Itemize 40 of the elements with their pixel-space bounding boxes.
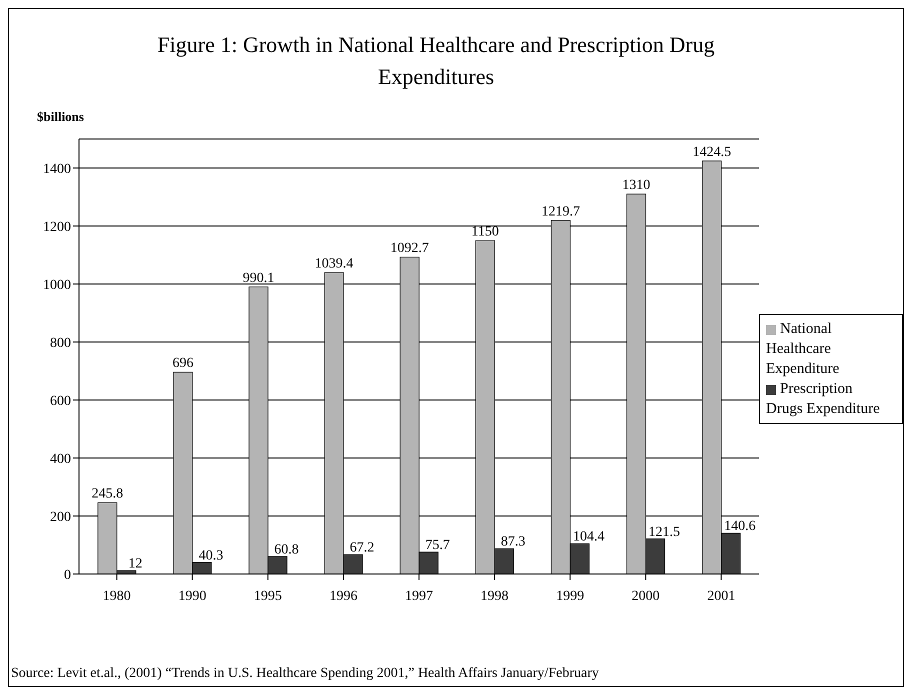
chart-title: Figure 1: Growth in National Healthcare and Prescription Drug Expenditures: [156, 31, 716, 91]
y-tick-label: 800: [50, 336, 71, 351]
data-label: 1092.7: [390, 241, 429, 256]
data-label: 140.6: [724, 519, 756, 534]
x-tick-label: 1997: [405, 588, 433, 604]
y-axis-title: $billions: [37, 109, 84, 125]
y-tick-label: 1400: [43, 162, 71, 177]
x-tick-label: 1990: [178, 588, 206, 604]
data-label: 87.3: [500, 534, 526, 550]
data-label: 60.8: [274, 542, 299, 558]
data-label: 1150: [471, 224, 499, 240]
data-label: 990.1: [242, 270, 274, 286]
data-label: 104.4: [572, 530, 604, 545]
data-label: 696: [172, 356, 194, 372]
x-tick-label: 1995: [254, 588, 282, 604]
data-label: 12: [128, 556, 142, 572]
data-label: 75.7: [425, 538, 450, 554]
x-tick-label: 1996: [329, 588, 358, 604]
legend-label: Prescription Drugs Expenditure: [766, 381, 880, 417]
data-label: 121.5: [648, 524, 680, 540]
y-tick-label: 1200: [43, 220, 71, 235]
source-note: Source: Levit et.al., (2001) “Trends in U.S. Healthcare Spending 2001,” Health Affairs January/February: [11, 666, 599, 682]
x-tick-label: 1980: [102, 588, 131, 604]
data-label: 1424.5: [692, 144, 732, 160]
y-tick-label: 400: [50, 452, 71, 467]
y-tick-label: 600: [50, 394, 71, 409]
data-label: 1219.7: [541, 204, 580, 220]
data-label: 67.2: [350, 540, 374, 556]
x-tick-label: 1999: [556, 588, 584, 604]
x-tick-label: 1998: [480, 588, 509, 604]
data-label: 40.3: [198, 548, 224, 564]
y-tick-label: 0: [64, 568, 71, 583]
y-tick-label: 200: [50, 510, 71, 525]
y-tick-label: 1000: [43, 278, 71, 293]
legend-label: National Healthcare Expenditure: [766, 321, 840, 377]
data-label: 245.8: [92, 486, 124, 502]
data-label: 1039.4: [314, 256, 354, 272]
x-tick-label: 2000: [632, 588, 660, 604]
data-label: 1310: [622, 178, 650, 194]
x-tick-label: 2001: [707, 588, 736, 604]
